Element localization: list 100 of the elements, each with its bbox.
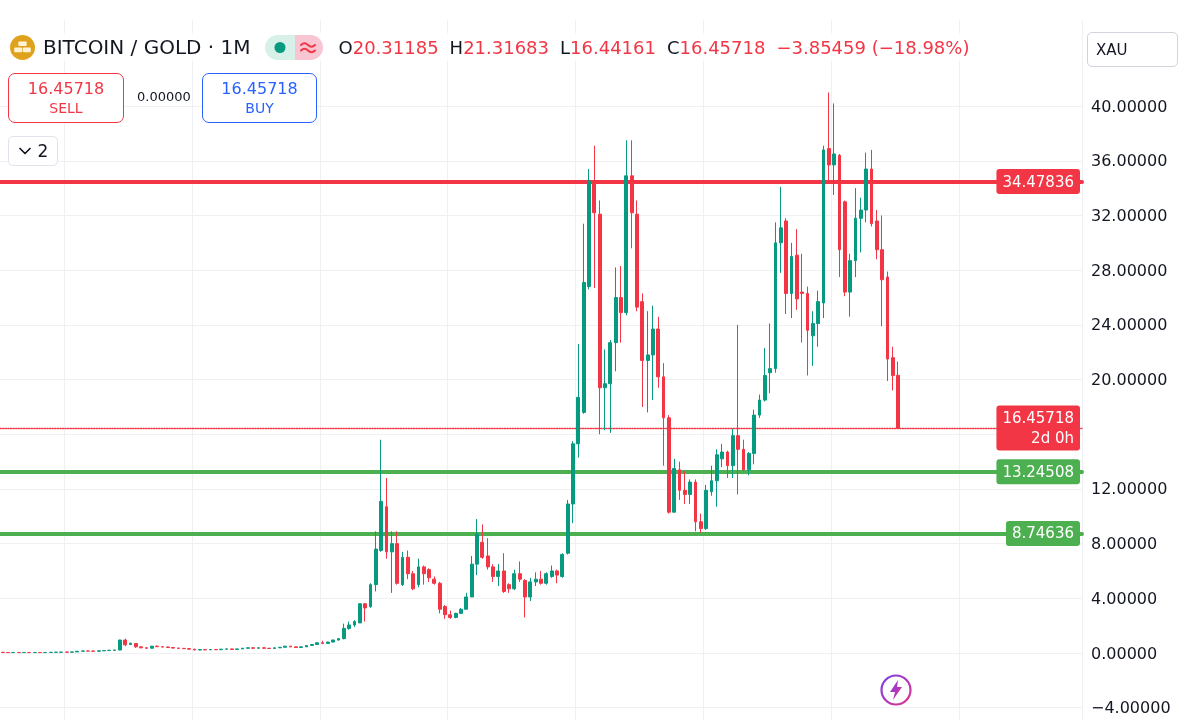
y-tick-label: 36.00000 [1091, 151, 1168, 171]
candlestick [230, 648, 234, 651]
annotation: 16.45718 [221, 79, 298, 99]
y-tick-label: 28.00000 [1091, 260, 1168, 280]
annotation: BUY [245, 99, 274, 117]
candlestick [656, 316, 660, 389]
candlestick [784, 217, 788, 315]
candlestick [496, 563, 500, 587]
candlestick [848, 253, 852, 318]
y-tick-label: 0.00000 [1091, 643, 1158, 663]
y-tick-label: 24.00000 [1091, 315, 1168, 335]
candlestick [694, 478, 697, 532]
candlestick [790, 242, 793, 319]
candlestick [363, 602, 367, 623]
candlestick [758, 394, 761, 419]
candlestick [688, 478, 692, 505]
ref-line-label: 8.74636 [1011, 524, 1074, 543]
candlestick [534, 571, 538, 587]
candlestick [241, 647, 244, 650]
candlestick [273, 647, 276, 650]
candlestick [614, 266, 618, 372]
y-tick-label: 32.00000 [1091, 206, 1168, 226]
y-tick-label: 12.00000 [1091, 479, 1168, 499]
candlestick [822, 145, 825, 319]
y-tick-label: 4.00000 [1091, 588, 1158, 608]
annotation: −3.85459 (−18.98%) [776, 36, 970, 58]
annotation: H21.31683 [449, 36, 550, 58]
candlestick [555, 569, 559, 584]
candlestick [624, 139, 628, 316]
candlestick [150, 645, 154, 649]
candlestick [321, 640, 324, 645]
candlestick [672, 458, 676, 513]
candlestick [214, 648, 218, 651]
annotation: L16.44161 [560, 36, 656, 58]
candlestick [731, 428, 735, 479]
candlestick [161, 645, 164, 648]
candlestick [390, 530, 394, 594]
candlestick [198, 648, 202, 651]
candlestick [843, 199, 847, 297]
candlestick [523, 578, 527, 618]
ref-line-label: 13.24508 [1002, 462, 1074, 481]
candlestick [337, 637, 340, 642]
candlestick [512, 569, 516, 591]
annotation: O20.31185 [338, 36, 439, 58]
candlestick [432, 575, 436, 586]
candlestick [619, 265, 623, 344]
candlestick [518, 560, 522, 583]
candlestick [832, 102, 836, 196]
candlestick [704, 484, 708, 531]
candlestick [299, 646, 303, 649]
sell-button: 16.45718 SELL [8, 73, 124, 123]
candlestick [560, 552, 564, 579]
candlestick [235, 648, 239, 651]
candlestick [710, 465, 713, 497]
candlestick [699, 513, 703, 534]
candlestick [544, 571, 548, 586]
buy-button: 16.45718 BUY [202, 73, 317, 123]
candlestick [209, 648, 212, 651]
symbol-field: XAU [1087, 32, 1178, 67]
candlestick [774, 221, 777, 374]
candlestick [886, 271, 889, 382]
candlestick [27, 651, 31, 654]
candlestick [22, 651, 26, 654]
candlestick [550, 565, 554, 579]
annotation: C16.45718 [666, 36, 766, 58]
y-tick-label: 8.00000 [1091, 534, 1158, 554]
ref-line-label: 34.47836 [1002, 172, 1074, 191]
candlestick [17, 651, 21, 654]
candlestick [38, 651, 42, 654]
candlestick [528, 577, 532, 602]
annotation: 2 [37, 141, 49, 161]
collapse-button: 2 [8, 136, 58, 166]
candlestick [203, 648, 207, 651]
candlestick [763, 347, 767, 402]
candlestick [358, 602, 362, 624]
candlestick [369, 582, 372, 609]
candlestick [43, 651, 47, 654]
candlestick [726, 450, 729, 479]
candlestick [779, 186, 783, 274]
annotation: 0.00000 [137, 89, 191, 104]
candlestick [417, 558, 420, 588]
candlestick [806, 286, 809, 376]
candlestick [678, 461, 681, 501]
candlestick [768, 323, 772, 394]
candlestick [11, 651, 15, 654]
candlestick [353, 619, 356, 628]
annotation: 16.45718 [27, 79, 105, 99]
annotation: SELL [49, 99, 83, 117]
candlestick [118, 639, 122, 651]
candlestick [539, 570, 543, 586]
y-tick-label: 40.00000 [1091, 96, 1168, 116]
candlestick [742, 439, 745, 472]
candlestick [177, 647, 180, 650]
candlestick [33, 651, 37, 654]
ref-line-label: 16.45718 2d 0h [1002, 408, 1074, 447]
candlestick [401, 551, 404, 587]
candlestick [683, 470, 687, 505]
candlestick [289, 645, 292, 648]
candlestick [123, 638, 127, 647]
y-tick-label: −4.00000 [1091, 698, 1171, 718]
